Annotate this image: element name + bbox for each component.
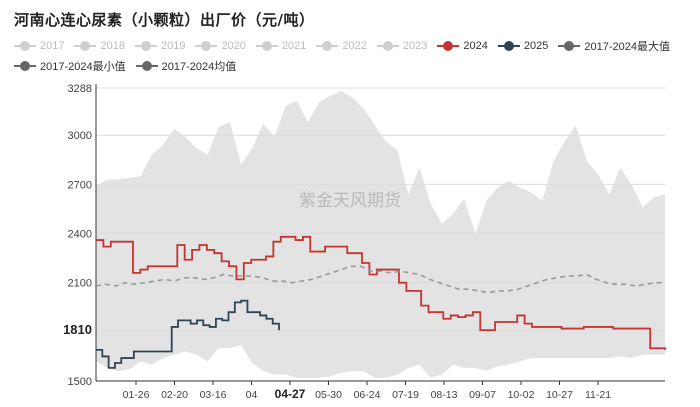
legend-item-2019[interactable]: 2019: [134, 36, 186, 56]
legend-item-2017-2024最小值[interactable]: 2017-2024最小值: [14, 56, 126, 76]
x-tick-label: 10-27: [546, 389, 573, 401]
legend-item-2017-2024均值[interactable]: 2017-2024均值: [135, 56, 237, 76]
x-tick-label: 03-16: [200, 389, 227, 401]
legend-label: 2017-2024最小值: [40, 61, 126, 73]
series-line-2017-2024均值: [95, 265, 665, 294]
x-tick-label: 07-19: [392, 389, 419, 401]
y-tick-label: 2700: [68, 179, 92, 191]
legend-marker-icon: [14, 41, 36, 51]
y-tick-label: 2400: [68, 229, 92, 241]
legend-item-2017-2024最大值[interactable]: 2017-2024最大值: [558, 36, 670, 56]
legend-label: 2020: [221, 40, 246, 52]
y-tick-label: 1810: [63, 322, 92, 337]
legend-marker-icon: [497, 41, 520, 51]
legend-marker-icon: [135, 61, 158, 71]
y-tick-label: 3000: [68, 130, 92, 142]
x-tick-label: 11-21: [585, 389, 611, 401]
legend-label: 2017: [40, 40, 65, 52]
legend-label: 2018: [100, 40, 125, 52]
legend-item-2023[interactable]: 2023: [376, 36, 428, 56]
x-tick-label: 08-13: [431, 389, 458, 401]
chart-legend: 2017 2018 2019 2020 2021 2022 2023 2024 2025 2017…: [14, 36, 694, 76]
series-line-2025: [96, 299, 280, 369]
x-tick-label: 04-27: [275, 387, 306, 401]
legend-item-2024[interactable]: 2024: [437, 36, 488, 56]
legend-item-2017[interactable]: 2017: [14, 36, 64, 56]
legend-item-2020[interactable]: 2020: [195, 36, 246, 56]
legend-marker-icon: [255, 41, 278, 51]
legend-label: 2019: [160, 40, 186, 52]
y-tick-label: 3288: [68, 83, 92, 95]
legend-marker-icon: [14, 61, 36, 71]
legend-marker-icon: [134, 41, 157, 51]
legend-label: 2022: [342, 40, 367, 52]
x-tick-label: 05-30: [315, 389, 342, 401]
legend-label: 2025: [523, 40, 549, 52]
y-tick-label: 1500: [68, 376, 92, 388]
legend-marker-icon: [74, 41, 97, 51]
legend-item-2018[interactable]: 2018: [74, 36, 125, 56]
legend-marker-icon: [437, 41, 460, 51]
legend-label: 2021: [281, 40, 307, 52]
x-tick-label: 04: [246, 389, 258, 401]
x-tick-label: 06-24: [354, 389, 381, 401]
legend-item-2022[interactable]: 2022: [316, 36, 367, 56]
legend-marker-icon: [376, 41, 399, 51]
x-tick-label: 01-26: [123, 389, 150, 401]
x-tick-label: 09-07: [469, 389, 496, 401]
legend-label: 2023: [402, 40, 428, 52]
legend-label: 2024: [463, 40, 488, 52]
legend-marker-icon: [316, 41, 339, 51]
chart-title: 河南心连心尿素（小颗粒）出厂价（元/吨）: [14, 11, 315, 29]
x-tick-label: 10-02: [508, 389, 535, 401]
watermark-text: 紫金天风期货: [299, 191, 401, 211]
legend-label: 2017-2024最大值: [584, 41, 670, 53]
legend-marker-icon: [558, 41, 581, 51]
x-tick-label: 02-20: [161, 389, 188, 401]
legend-label: 2017-2024均值: [161, 61, 237, 73]
series-line-2024: [96, 235, 666, 350]
legend-item-2021[interactable]: 2021: [255, 36, 307, 56]
max-min-band: [96, 90, 665, 378]
legend-marker-icon: [195, 41, 218, 51]
legend-item-2025[interactable]: 2025: [497, 36, 549, 56]
y-tick-label: 2100: [68, 278, 92, 290]
